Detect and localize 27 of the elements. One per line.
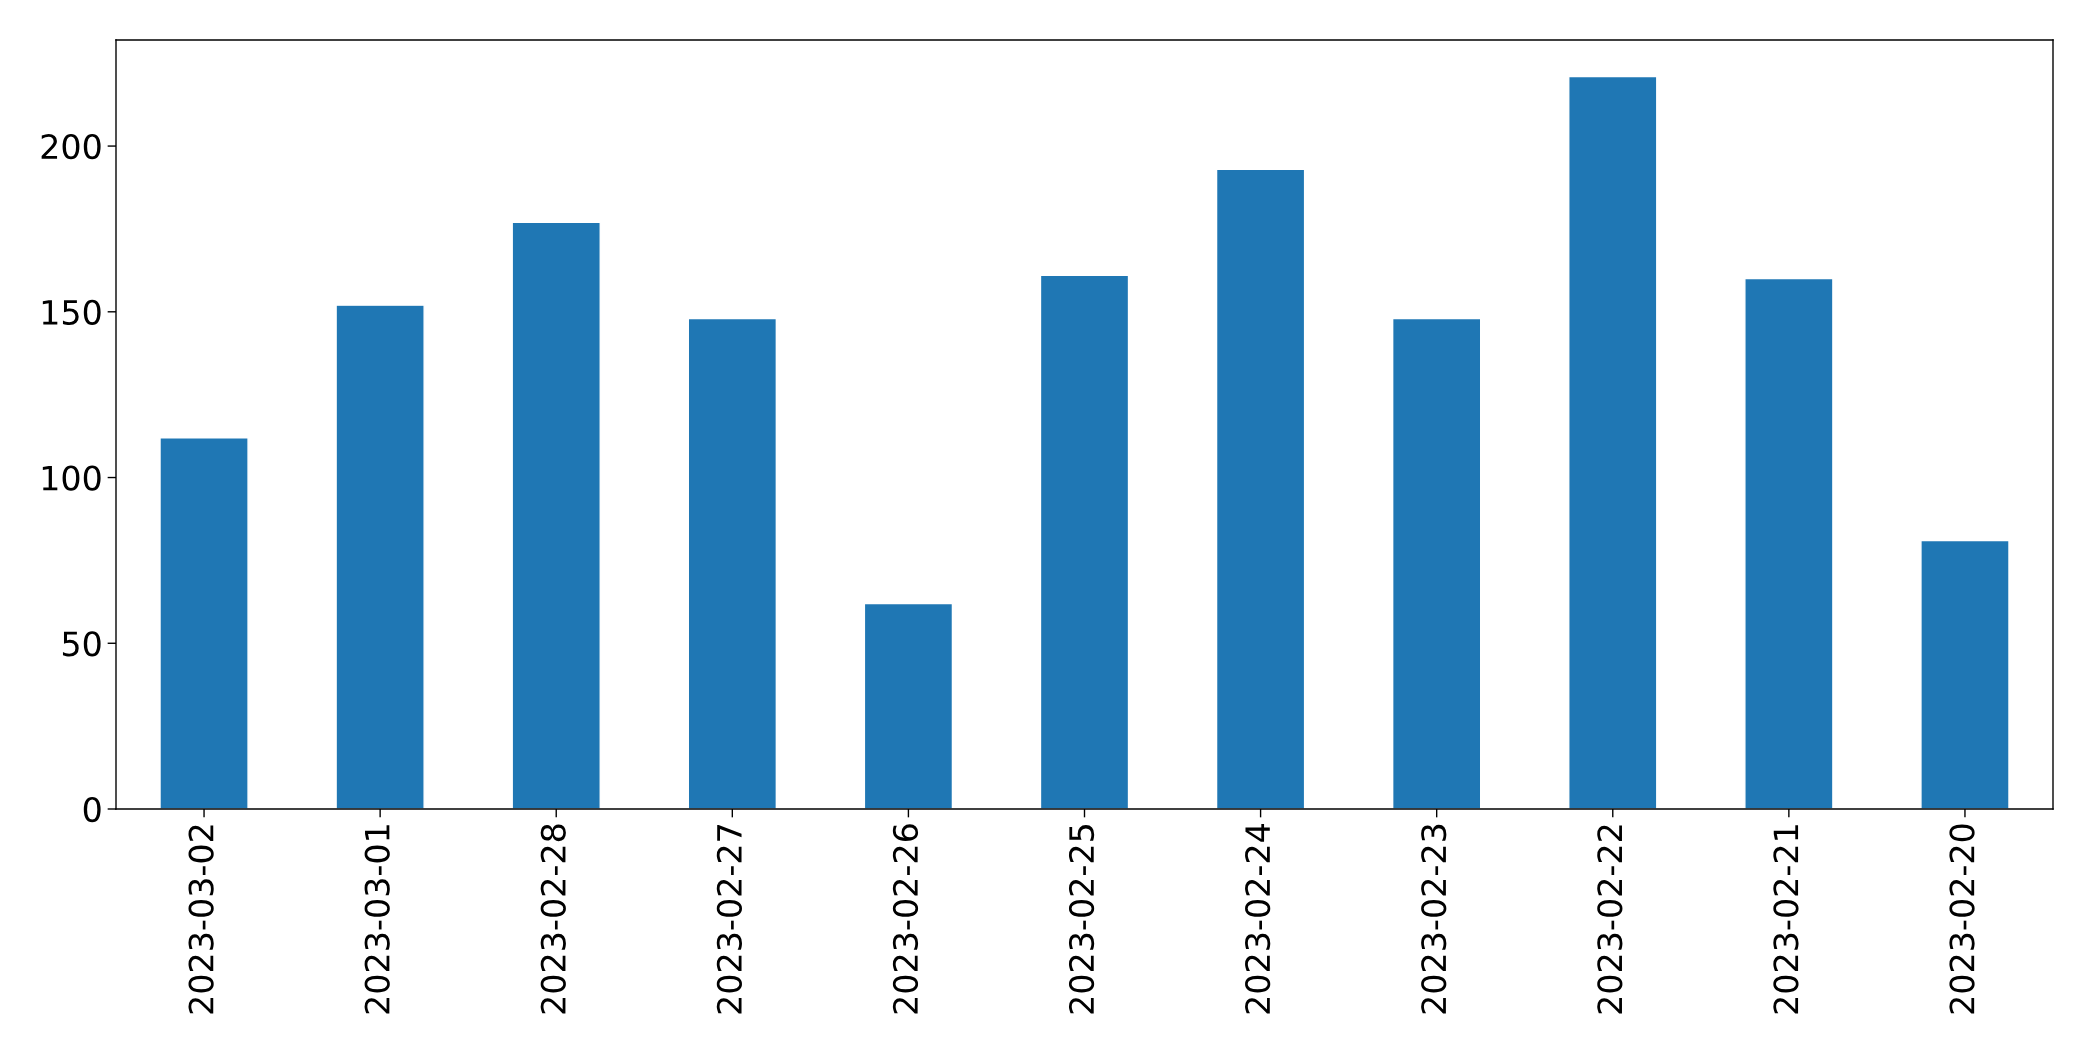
x-tick-label: 2023-02-23	[1421, 824, 1447, 1014]
x-tick-label: 2023-03-02	[188, 825, 214, 1014]
x-tick-label: 2023-02-22	[1597, 825, 1623, 1014]
bar	[1039, 274, 1130, 809]
y-tick-label: 200	[41, 133, 101, 160]
bar	[1215, 168, 1306, 809]
x-tick-label: 2023-02-21	[1773, 825, 1799, 1014]
bar	[687, 317, 778, 809]
bar	[1744, 277, 1834, 809]
y-tick-label: 150	[42, 299, 101, 325]
y-tick-label: 50	[62, 631, 101, 657]
x-tick-label: 2023-02-25	[1068, 825, 1095, 1014]
y-tick-label: 100	[42, 465, 101, 491]
x-tick-label: 2023-02-20	[1949, 824, 1975, 1014]
bar	[1920, 539, 2010, 809]
x-tick-label: 2023-02-28	[540, 824, 566, 1014]
x-tick-label: 2023-02-26	[892, 824, 919, 1014]
y-tick-label: 0	[83, 796, 101, 823]
bar	[159, 437, 249, 809]
x-tick-label: 2023-03-01	[364, 825, 390, 1014]
x-tick-label: 2023-02-24	[1245, 824, 1271, 1014]
bar	[511, 221, 601, 809]
bar	[1568, 75, 1658, 809]
bar	[1391, 317, 1482, 809]
x-tick-label: 2023-02-27	[716, 825, 742, 1014]
bar	[863, 602, 954, 809]
bar	[335, 304, 425, 809]
